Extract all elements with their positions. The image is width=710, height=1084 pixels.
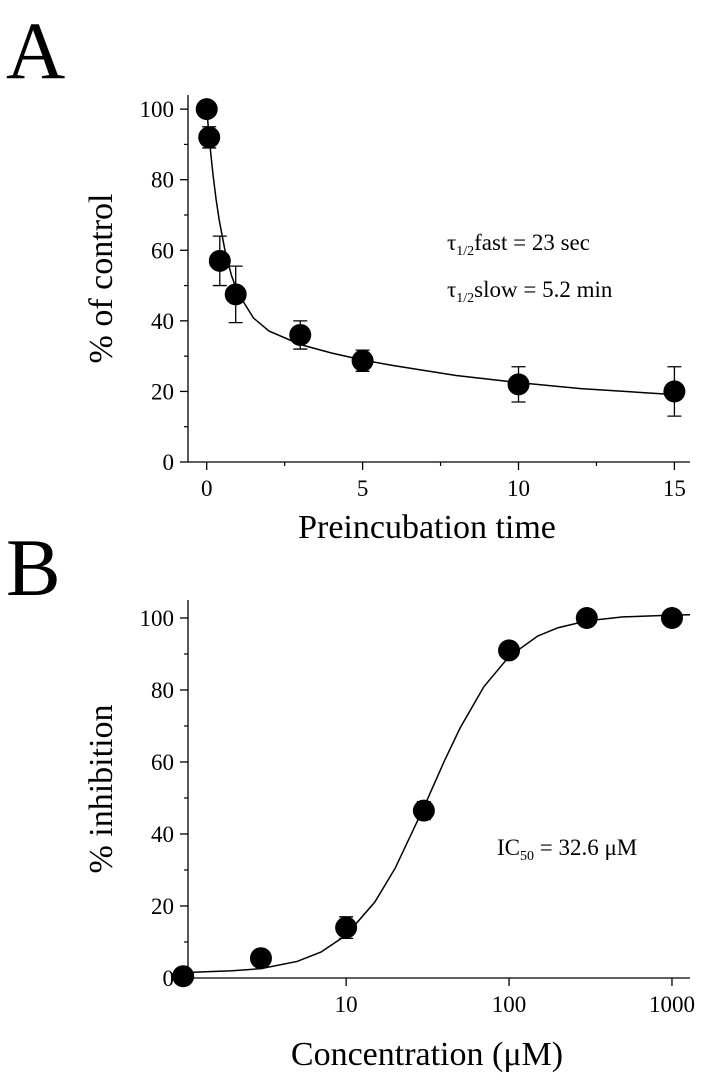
x-tick-label: 5 [357,476,369,501]
data-point [198,126,221,149]
fit-curve [183,614,691,974]
annotation-text: slow = 5.2 min [474,277,613,302]
fit-curve [205,109,675,396]
annotation: τ1/2slow = 5.2 min [447,277,613,306]
y-axis-title: % of control [83,194,120,364]
y-tick-label: 100 [140,606,175,631]
y-tick-label: 80 [151,678,174,703]
annotation-symbol: IC [497,835,520,860]
annotation-text: fast = 23 sec [474,230,590,255]
annotation: IC50 = 32.6 μM [497,835,637,864]
y-axis-title: % inhibition [83,704,120,873]
annotation-text: = 32.6 μM [534,835,637,860]
x-tick-label: 15 [663,476,686,501]
data-point [575,607,598,629]
data-point [412,799,435,822]
data-point [224,283,247,306]
panel-letter: A [6,5,65,96]
x-axis-title: Preincubation time [298,509,556,546]
data-point [663,380,686,403]
annotation-subscript: 50 [520,849,534,864]
data-point [172,965,195,988]
data-point [507,373,530,396]
y-tick-label: 20 [151,379,174,404]
annotation-subscript: 1/2 [456,244,474,259]
y-tick-label: 60 [151,750,174,775]
y-tick-label: 100 [140,97,175,122]
annotation-symbol: τ [447,277,456,302]
y-tick-label: 60 [151,238,174,263]
x-tick-label: 0 [201,476,213,501]
data-point [289,323,312,346]
y-tick-label: 40 [151,822,174,847]
data-point [249,947,272,970]
y-tick-label: 0 [163,966,175,991]
panel-letter: B [6,522,61,613]
data-point [660,607,683,629]
annotation-symbol: τ [447,230,456,255]
x-tick-label: 100 [492,992,527,1017]
x-axis-title: Concentration (μM) [291,1036,563,1073]
annotation: τ1/2fast = 23 sec [447,230,590,259]
x-tick-label: 10 [507,476,530,501]
data-point [195,98,218,121]
data-point [351,349,374,372]
x-tick-label: 10 [335,992,358,1017]
y-tick-label: 80 [151,168,174,193]
data-point [498,639,521,662]
y-tick-label: 40 [151,309,174,334]
data-point [208,249,231,272]
y-tick-label: 20 [151,894,174,919]
annotation-subscript: 1/2 [456,291,474,306]
y-tick-label: 0 [163,450,175,475]
x-tick-label: 1000 [649,992,695,1017]
data-point [335,916,358,939]
